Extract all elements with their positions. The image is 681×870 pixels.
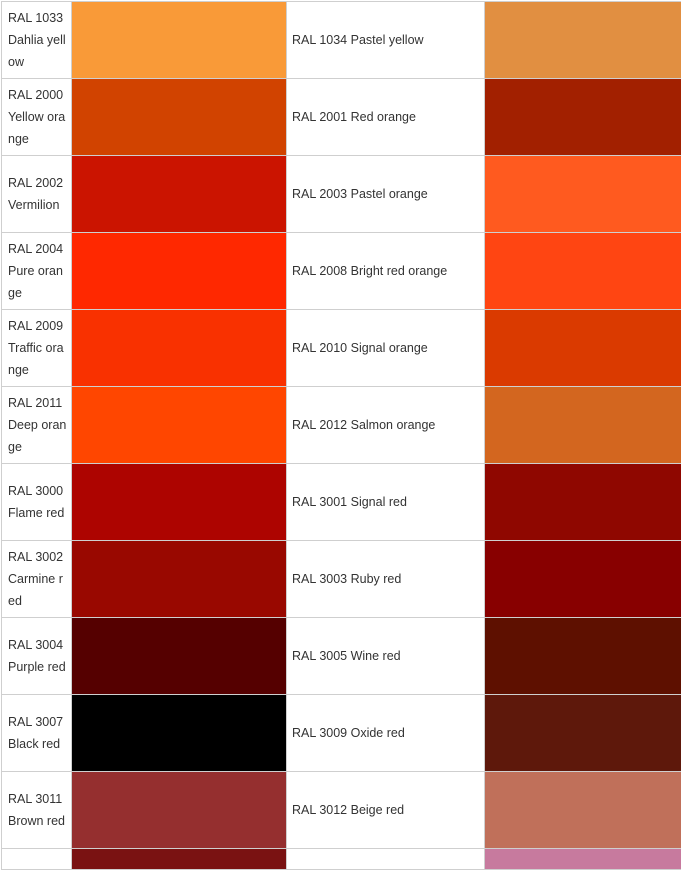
table-row: RAL 3002 Carmine red RAL 3003 Ruby red xyxy=(2,541,681,618)
color-swatch-left xyxy=(72,695,287,772)
color-name-right: RAL 3003 Ruby red xyxy=(287,541,485,618)
color-swatch-left xyxy=(72,772,287,849)
color-swatch-left xyxy=(72,79,287,156)
color-name-right xyxy=(287,849,485,870)
color-swatch-right xyxy=(485,310,681,387)
color-name-right: RAL 2001 Red orange xyxy=(287,79,485,156)
color-swatch-right xyxy=(485,541,681,618)
color-name-right: RAL 3009 Oxide red xyxy=(287,695,485,772)
table-row: RAL 3004 Purple red RAL 3005 Wine red xyxy=(2,618,681,695)
color-swatch-right xyxy=(485,772,681,849)
color-swatch-right xyxy=(485,156,681,233)
color-name-left: RAL 3002 Carmine red xyxy=(2,541,72,618)
color-swatch-right xyxy=(485,695,681,772)
color-swatch-left xyxy=(72,541,287,618)
color-name-right: RAL 3012 Beige red xyxy=(287,772,485,849)
table-row: RAL 2011 Deep orange RAL 2012 Salmon oran… xyxy=(2,387,681,464)
table-row: RAL 2000 Yellow orange RAL 2001 Red orang… xyxy=(2,79,681,156)
color-swatch-left xyxy=(72,310,287,387)
color-name-left: RAL 3004 Purple red xyxy=(2,618,72,695)
color-swatch-left xyxy=(72,233,287,310)
color-name-right: RAL 2012 Salmon orange xyxy=(287,387,485,464)
table-row-partial xyxy=(2,849,681,870)
color-swatch-right xyxy=(485,233,681,310)
color-swatch-left xyxy=(72,156,287,233)
table-row: RAL 2004 Pure orange RAL 2008 Bright red … xyxy=(2,233,681,310)
color-name-left: RAL 3000 Flame red xyxy=(2,464,72,541)
table-row: RAL 3007 Black red RAL 3009 Oxide red xyxy=(2,695,681,772)
color-name-left: RAL 2002 Vermilion xyxy=(2,156,72,233)
color-name-left xyxy=(2,849,72,870)
color-swatch-left xyxy=(72,618,287,695)
color-swatch-right xyxy=(485,464,681,541)
color-name-left: RAL 1033 Dahlia yellow xyxy=(2,2,72,79)
table-row: RAL 1033 Dahlia yellow RAL 1034 Pastel ye… xyxy=(2,2,681,79)
color-name-left: RAL 2011 Deep orange xyxy=(2,387,72,464)
color-swatch-left xyxy=(72,2,287,79)
color-swatch-left xyxy=(72,849,287,870)
color-swatch-left xyxy=(72,464,287,541)
table-row: RAL 2009 Traffic orange RAL 2010 Signal o… xyxy=(2,310,681,387)
color-name-left: RAL 2009 Traffic orange xyxy=(2,310,72,387)
color-name-right: RAL 3001 Signal red xyxy=(287,464,485,541)
color-name-left: RAL 3007 Black red xyxy=(2,695,72,772)
color-swatch-right xyxy=(485,387,681,464)
color-name-left: RAL 2004 Pure orange xyxy=(2,233,72,310)
color-name-right: RAL 2008 Bright red orange xyxy=(287,233,485,310)
table-row: RAL 3011 Brown red RAL 3012 Beige red xyxy=(2,772,681,849)
color-swatch-left xyxy=(72,387,287,464)
color-name-left: RAL 2000 Yellow orange xyxy=(2,79,72,156)
color-name-right: RAL 1034 Pastel yellow xyxy=(287,2,485,79)
color-name-right: RAL 2010 Signal orange xyxy=(287,310,485,387)
color-swatch-right xyxy=(485,2,681,79)
color-name-right: RAL 2003 Pastel orange xyxy=(287,156,485,233)
color-name-left: RAL 3011 Brown red xyxy=(2,772,72,849)
color-swatch-right xyxy=(485,618,681,695)
color-swatch-right xyxy=(485,849,681,870)
color-name-right: RAL 3005 Wine red xyxy=(287,618,485,695)
table-row: RAL 2002 Vermilion RAL 2003 Pastel orange xyxy=(2,156,681,233)
color-swatch-right xyxy=(485,79,681,156)
table-row: RAL 3000 Flame red RAL 3001 Signal red xyxy=(2,464,681,541)
